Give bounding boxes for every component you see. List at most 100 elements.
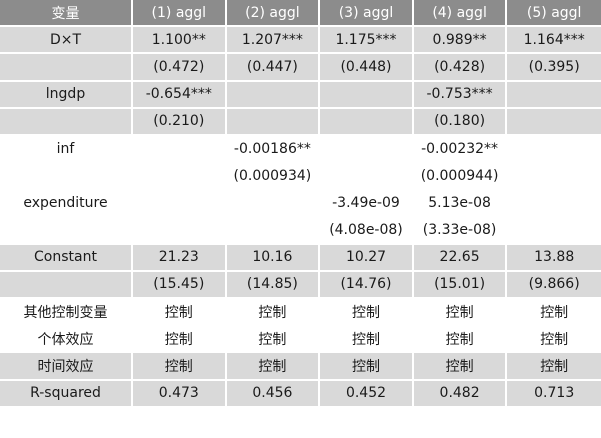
table-cell: 控制 xyxy=(226,299,321,327)
table-cell: (0.472) xyxy=(133,54,227,82)
table-cell xyxy=(507,81,601,109)
table-body: D×T 1.100** 1.207*** 1.175*** 0.989** 1.164**… xyxy=(0,27,601,408)
table-cell: (15.01) xyxy=(413,271,508,300)
table-row: (15.45) (14.85) (14.76) (15.01) (9.866) xyxy=(0,271,601,300)
header-cell-variable: 变量 xyxy=(0,0,133,28)
table-row: 其他控制变量 控制 控制 控制 控制 控制 xyxy=(0,299,601,327)
table-cell: (14.85) xyxy=(226,271,321,300)
table-cell xyxy=(226,108,321,136)
table-cell: 10.16 xyxy=(226,244,321,272)
row-label: inf xyxy=(0,135,133,164)
header-cell-model-2: (2) aggl xyxy=(226,0,321,28)
table-cell: 控制 xyxy=(133,353,227,381)
table-cell xyxy=(507,135,601,164)
table-cell: 0.456 xyxy=(226,380,321,408)
header-cell-model-1: (1) aggl xyxy=(133,0,227,28)
row-label xyxy=(0,217,133,245)
table-row: 个体效应 控制 控制 控制 控制 控制 xyxy=(0,326,601,354)
table-cell: (4.08e-08) xyxy=(320,217,414,245)
table-row: (0.000934) (0.000944) xyxy=(0,163,601,191)
table-cell: -0.00186** xyxy=(226,135,321,164)
table-cell: 0.473 xyxy=(133,380,227,408)
table-cell: 控制 xyxy=(320,353,414,381)
table-cell: (0.180) xyxy=(413,108,508,136)
table-cell: 控制 xyxy=(133,299,227,327)
table-row: (0.210) (0.180) xyxy=(0,108,601,136)
table-row: lngdp -0.654*** -0.753*** xyxy=(0,81,601,109)
header-cell-model-3: (3) aggl xyxy=(320,0,414,28)
table-cell xyxy=(320,163,414,191)
table-cell: 1.175*** xyxy=(320,27,414,55)
row-label xyxy=(0,163,133,191)
row-label: D×T xyxy=(0,27,133,55)
row-label xyxy=(0,54,133,82)
table-cell: (0.447) xyxy=(226,54,321,82)
table-cell: (0.210) xyxy=(133,108,227,136)
table-row: 时间效应 控制 控制 控制 控制 控制 xyxy=(0,353,601,381)
header-row: 变量 (1) aggl (2) aggl (3) aggl (4) aggl (… xyxy=(0,0,601,28)
table-cell: (0.000944) xyxy=(413,163,508,191)
table-cell xyxy=(507,163,601,191)
table-cell: 控制 xyxy=(320,326,414,354)
table-row: D×T 1.100** 1.207*** 1.175*** 0.989** 1.164**… xyxy=(0,27,601,55)
table-cell: 21.23 xyxy=(133,244,227,272)
row-label: 其他控制变量 xyxy=(0,299,133,327)
table-cell: 0.452 xyxy=(320,380,414,408)
table-cell: 10.27 xyxy=(320,244,414,272)
row-label: 个体效应 xyxy=(0,326,133,354)
table-cell: 0.713 xyxy=(507,380,601,408)
table-row: expenditure -3.49e-09 5.13e-08 xyxy=(0,190,601,218)
table-row: (0.472) (0.447) (0.448) (0.428) (0.395) xyxy=(0,54,601,82)
table-cell xyxy=(226,217,321,245)
table-cell: 5.13e-08 xyxy=(413,190,508,218)
table-cell: 1.207*** xyxy=(226,27,321,55)
table-cell: (0.428) xyxy=(413,54,508,82)
table-cell: 控制 xyxy=(507,353,601,381)
row-label: Constant xyxy=(0,244,133,272)
table-cell xyxy=(133,217,227,245)
table-cell: -0.00232** xyxy=(413,135,508,164)
table-row: R-squared 0.473 0.456 0.452 0.482 0.713 xyxy=(0,380,601,408)
table-cell: 控制 xyxy=(413,299,508,327)
header-cell-model-4: (4) aggl xyxy=(413,0,508,28)
table-row: inf -0.00186** -0.00232** xyxy=(0,135,601,164)
table-cell: 控制 xyxy=(133,326,227,354)
table-cell: (0.000934) xyxy=(226,163,321,191)
table-cell xyxy=(507,108,601,136)
table-cell: -3.49e-09 xyxy=(320,190,414,218)
table-cell xyxy=(133,163,227,191)
table-cell: 22.65 xyxy=(413,244,508,272)
table-cell xyxy=(507,190,601,218)
table-cell: 控制 xyxy=(226,353,321,381)
table-cell: (3.33e-08) xyxy=(413,217,508,245)
table-cell: 控制 xyxy=(507,326,601,354)
table-cell: 控制 xyxy=(507,299,601,327)
table-cell xyxy=(226,81,321,109)
table-cell: 控制 xyxy=(413,326,508,354)
header-cell-model-5: (5) aggl xyxy=(507,0,601,28)
table-cell: -0.753*** xyxy=(413,81,508,109)
table-cell xyxy=(320,135,414,164)
table-cell: (0.448) xyxy=(320,54,414,82)
row-label: R-squared xyxy=(0,380,133,408)
table-cell: 控制 xyxy=(226,326,321,354)
table-cell: 控制 xyxy=(320,299,414,327)
row-label xyxy=(0,108,133,136)
row-label xyxy=(0,271,133,300)
row-label: lngdp xyxy=(0,81,133,109)
table-cell: 1.164*** xyxy=(507,27,601,55)
table-cell: 0.989** xyxy=(413,27,508,55)
table-row: (4.08e-08) (3.33e-08) xyxy=(0,217,601,245)
regression-table: 变量 (1) aggl (2) aggl (3) aggl (4) aggl (… xyxy=(0,0,601,408)
table-cell: -0.654*** xyxy=(133,81,227,109)
table-cell xyxy=(320,108,414,136)
table-cell: (14.76) xyxy=(320,271,414,300)
table-cell: 控制 xyxy=(413,353,508,381)
table-cell: (15.45) xyxy=(133,271,227,300)
table-cell: 1.100** xyxy=(133,27,227,55)
table-cell: 0.482 xyxy=(413,380,508,408)
table-cell xyxy=(320,81,414,109)
table-cell: 13.88 xyxy=(507,244,601,272)
table-cell: (0.395) xyxy=(507,54,601,82)
table-cell xyxy=(133,190,227,218)
